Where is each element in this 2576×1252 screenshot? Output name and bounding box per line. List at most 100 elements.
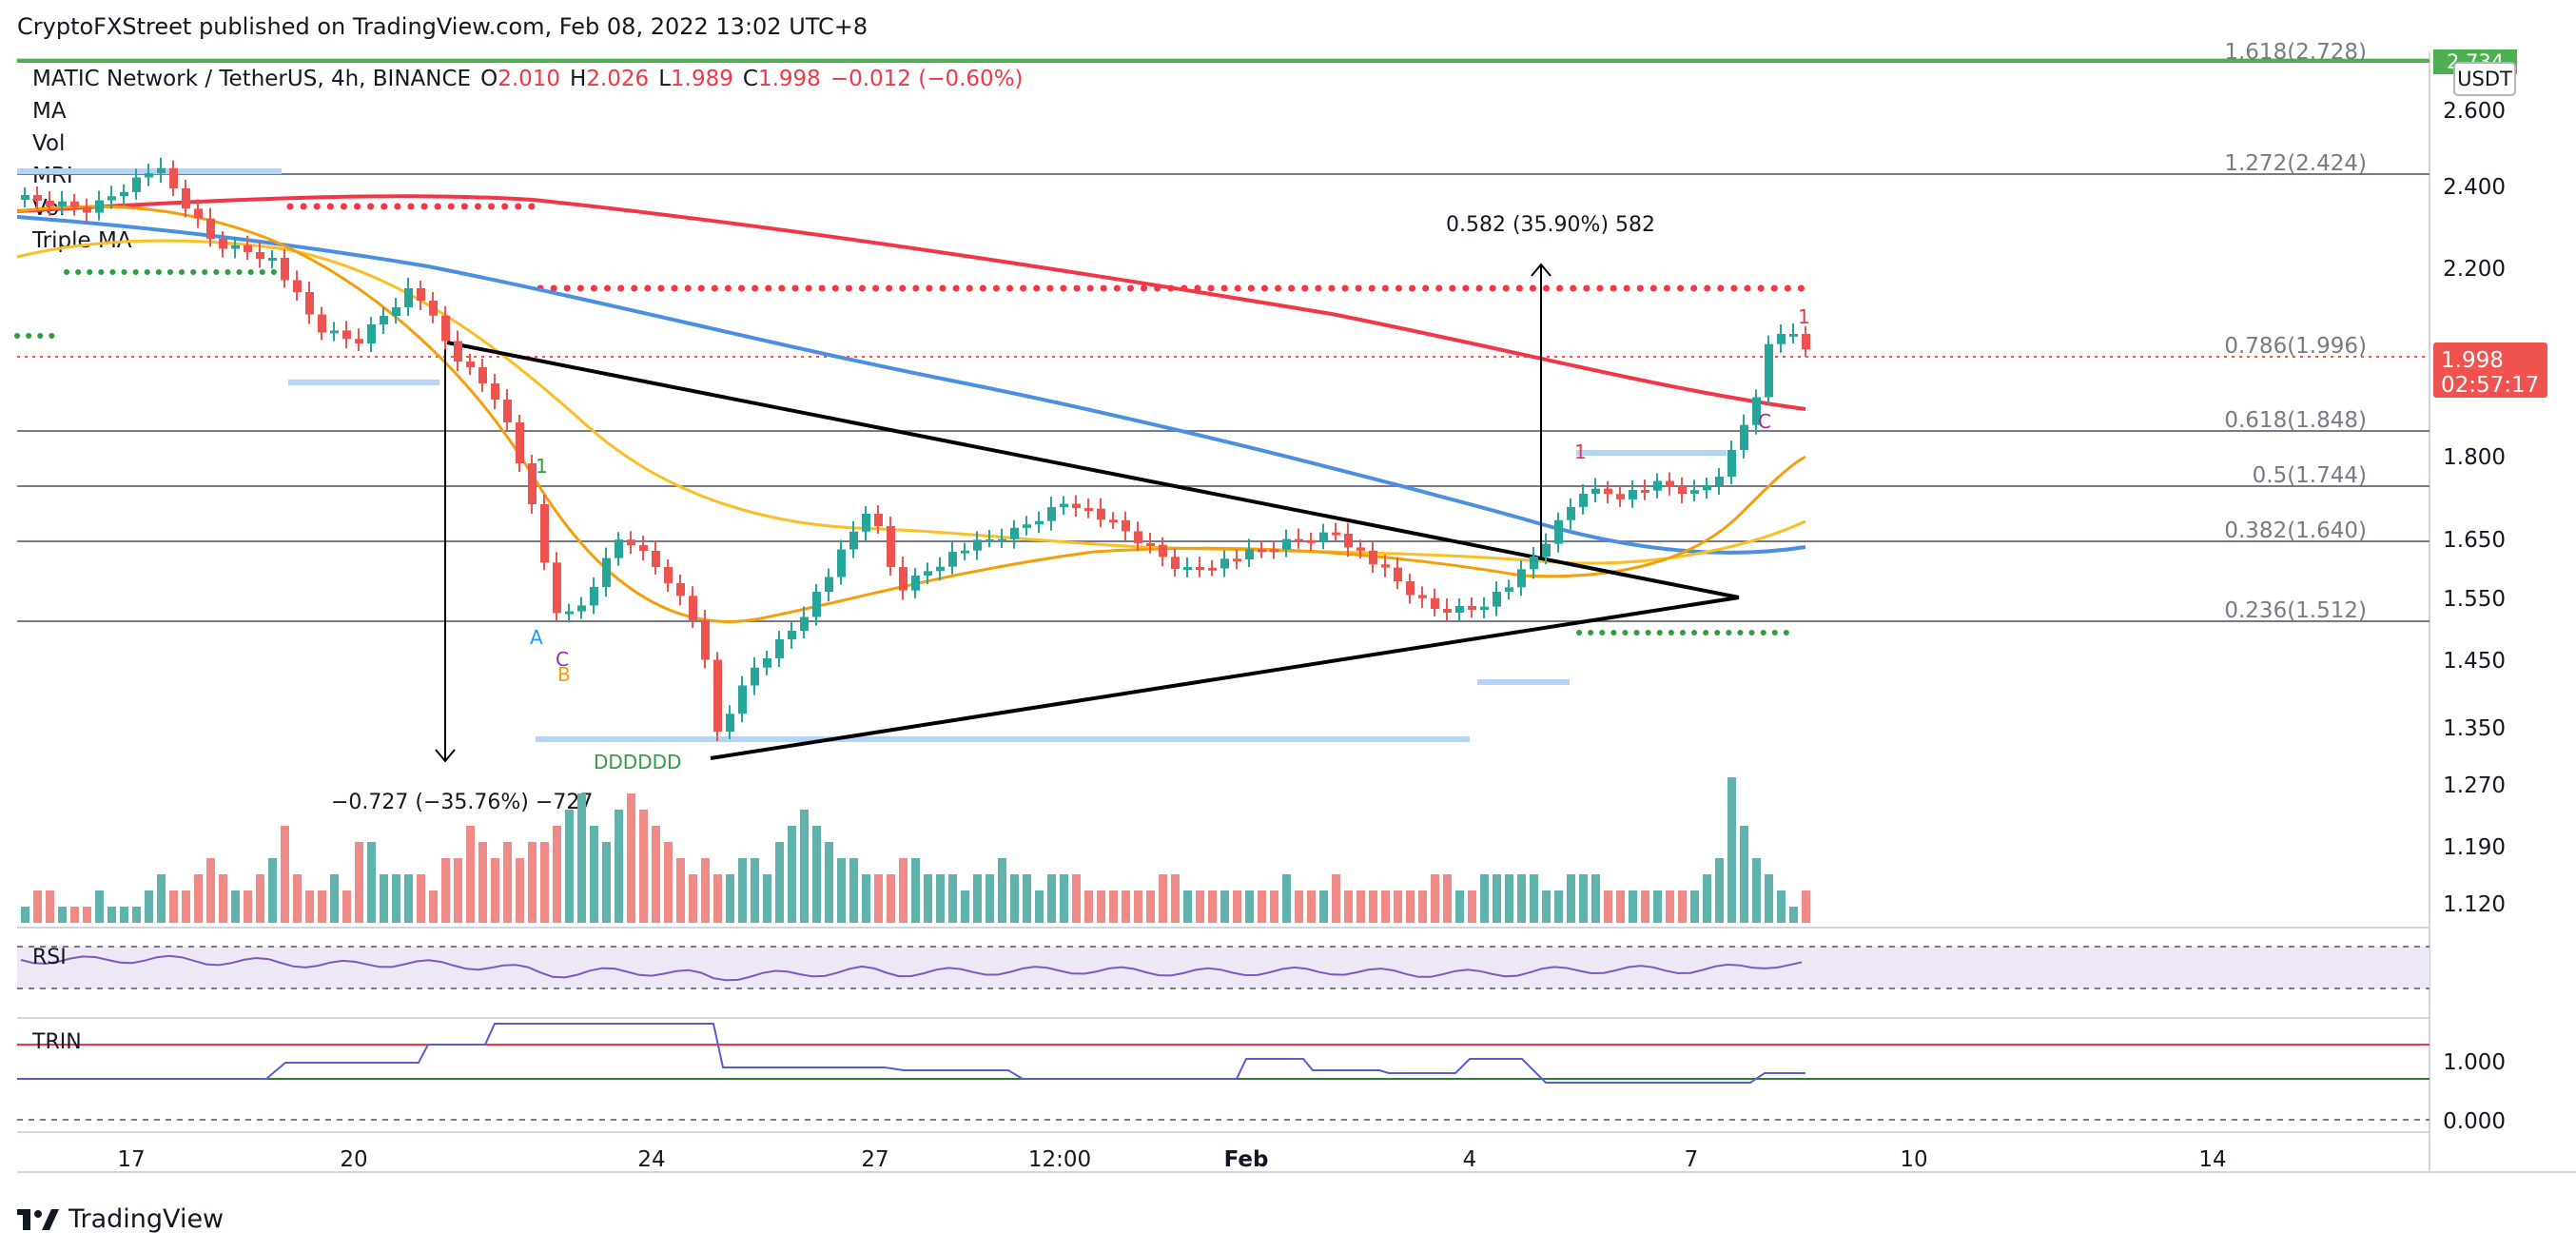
candle-body bbox=[973, 539, 982, 551]
svg-text:2.734: 2.734 bbox=[2447, 50, 2504, 73]
price-tick-2200: 2.200 bbox=[2443, 257, 2506, 282]
volume-bar bbox=[899, 858, 907, 923]
volume-bar bbox=[194, 874, 203, 923]
volume-bar bbox=[1109, 890, 1118, 923]
high-value: 2.026 bbox=[586, 67, 650, 91]
candle-body bbox=[1344, 534, 1353, 548]
volume-bar bbox=[1468, 890, 1476, 923]
candle-body bbox=[602, 558, 611, 587]
candle-body bbox=[1530, 557, 1538, 570]
low-value: 1.989 bbox=[671, 67, 733, 91]
trin-line bbox=[17, 1023, 1805, 1084]
indicator-vol-2[interactable]: Vol bbox=[32, 196, 66, 221]
volume-bar bbox=[911, 858, 920, 923]
candle-body bbox=[404, 288, 413, 307]
volume-bar bbox=[862, 874, 870, 923]
currency-label: USDT bbox=[2457, 68, 2512, 90]
candle-body bbox=[1542, 543, 1551, 557]
volume-bar bbox=[1418, 890, 1427, 923]
volume-bar bbox=[1319, 890, 1328, 923]
fib-label-0618: 0.618(1.848) bbox=[2224, 408, 2367, 433]
candle-body bbox=[998, 538, 1006, 542]
current-price-badge bbox=[2433, 342, 2547, 398]
volume-bar bbox=[1789, 907, 1798, 923]
volume-bar bbox=[1282, 874, 1291, 923]
candle-body bbox=[1270, 549, 1278, 553]
volume-bar bbox=[1208, 890, 1217, 923]
publisher-header: CryptoFXStreet published on TradingView.… bbox=[17, 13, 868, 40]
volume-bar bbox=[1715, 858, 1724, 923]
candle-body bbox=[528, 463, 537, 504]
candle-body bbox=[590, 587, 598, 606]
volume-bar bbox=[676, 858, 685, 923]
volume-bar bbox=[652, 826, 660, 923]
candle-body bbox=[466, 362, 475, 367]
time-axis: 17 20 24 27 12:00 Feb 4 7 10 14 bbox=[117, 1147, 2226, 1172]
candle-body bbox=[429, 301, 438, 316]
volume-bar bbox=[1344, 890, 1353, 923]
candle-body bbox=[862, 514, 870, 532]
volume-bar bbox=[1084, 890, 1093, 923]
candle-body bbox=[1641, 490, 1649, 493]
marker-1-green: 1 bbox=[536, 455, 548, 478]
volume-bar bbox=[602, 842, 611, 923]
marker-1-red: 1 bbox=[1574, 440, 1587, 463]
volume-bar bbox=[1690, 890, 1699, 923]
candle-body bbox=[911, 576, 920, 591]
volume-bar bbox=[1233, 890, 1241, 923]
candle-body bbox=[874, 514, 883, 526]
candle-body bbox=[318, 314, 326, 333]
fib-label-1618: 1.618(2.728) bbox=[2224, 40, 2367, 65]
volume-bar bbox=[590, 826, 598, 923]
indicator-mri[interactable]: MRI bbox=[32, 164, 73, 188]
measure-arrows bbox=[435, 263, 1551, 763]
indicator-vol[interactable]: Vol bbox=[32, 131, 66, 156]
candle-body bbox=[1332, 532, 1340, 536]
indicator-triple-ma[interactable]: Triple MA bbox=[32, 228, 132, 253]
volume-bar bbox=[1431, 874, 1439, 923]
tradingview-logo-icon bbox=[17, 1208, 59, 1230]
volume-bar bbox=[1060, 874, 1068, 923]
volume-bar bbox=[367, 842, 376, 923]
indicator-ma[interactable]: MA bbox=[32, 99, 67, 124]
marker-b-orange: B bbox=[557, 663, 571, 686]
volume-layer bbox=[21, 777, 1810, 923]
candle-body bbox=[454, 341, 462, 362]
candle-body bbox=[1295, 538, 1303, 542]
candle-body bbox=[1072, 503, 1081, 509]
volume-bar bbox=[1010, 874, 1019, 923]
candle-body bbox=[1443, 609, 1452, 613]
candle-body bbox=[565, 611, 574, 615]
candle-body bbox=[664, 567, 673, 583]
volume-bar bbox=[1777, 890, 1786, 923]
candle-body bbox=[924, 571, 932, 576]
candle-body bbox=[478, 367, 487, 383]
price-axis: 2.600 2.400 2.200 1.800 1.650 1.550 1.45… bbox=[2443, 99, 2506, 1134]
volume-bar bbox=[1703, 874, 1711, 923]
candle-body bbox=[1196, 567, 1204, 570]
candle-body bbox=[1591, 488, 1600, 494]
volume-bar bbox=[1517, 874, 1526, 923]
candle-body bbox=[1406, 581, 1415, 596]
volume-bar bbox=[751, 858, 759, 923]
volume-bar bbox=[1356, 890, 1365, 923]
volume-bar bbox=[986, 874, 994, 923]
candle-body bbox=[1146, 543, 1155, 546]
countdown-value: 02:57:17 bbox=[2441, 373, 2539, 398]
price-tick-1350: 1.350 bbox=[2443, 716, 2506, 741]
tradingview-logo[interactable]: TradingView bbox=[17, 1204, 224, 1234]
symbol-name[interactable]: MATIC Network / TetherUS, 4h, BINANCE bbox=[32, 67, 472, 91]
volume-bar bbox=[664, 842, 673, 923]
candle-body bbox=[738, 685, 747, 714]
candle-body bbox=[1554, 519, 1563, 544]
candle-body bbox=[21, 195, 29, 200]
candle-body bbox=[1752, 397, 1761, 425]
volume-bar bbox=[231, 890, 240, 923]
volume-bar bbox=[738, 858, 747, 923]
volume-bar bbox=[1530, 874, 1538, 923]
currency-badge bbox=[2453, 62, 2516, 96]
candle-body bbox=[1505, 587, 1513, 592]
volume-bar bbox=[268, 858, 277, 923]
volume-bar bbox=[936, 874, 945, 923]
candle-body bbox=[726, 714, 734, 732]
